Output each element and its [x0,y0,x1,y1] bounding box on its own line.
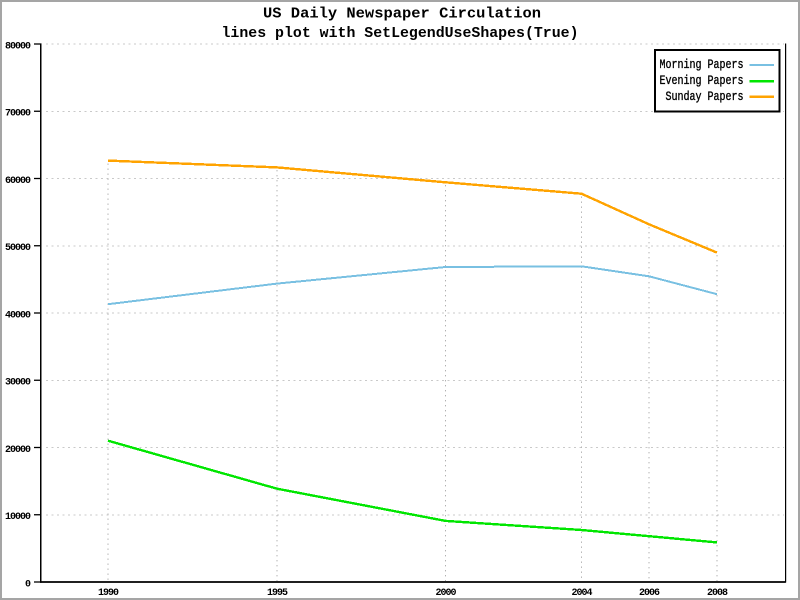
svg-text:70000: 70000 [5,109,31,120]
svg-text:30000: 30000 [5,378,31,389]
svg-text:0: 0 [25,579,31,590]
svg-text:lines plot with SetLegendUseSh: lines plot with SetLegendUseShapes(True) [222,25,579,42]
svg-text:Evening Papers: Evening Papers [660,74,744,88]
svg-text:10000: 10000 [5,512,31,523]
svg-text:20000: 20000 [5,445,31,456]
svg-text:80000: 80000 [5,41,31,52]
svg-text:2004: 2004 [571,588,592,599]
svg-text:Morning Papers: Morning Papers [660,58,744,72]
svg-text:2006: 2006 [639,588,660,599]
svg-text:40000: 40000 [5,310,31,321]
svg-text:2008: 2008 [707,588,728,599]
svg-text:US Daily Newspaper Circulation: US Daily Newspaper Circulation [263,6,541,23]
svg-text:1990: 1990 [98,588,119,599]
svg-text:60000: 60000 [5,176,31,187]
svg-text:2000: 2000 [435,588,456,599]
svg-text:50000: 50000 [5,243,31,254]
svg-text:1995: 1995 [267,588,288,599]
svg-text:Sunday Papers: Sunday Papers [666,90,744,104]
